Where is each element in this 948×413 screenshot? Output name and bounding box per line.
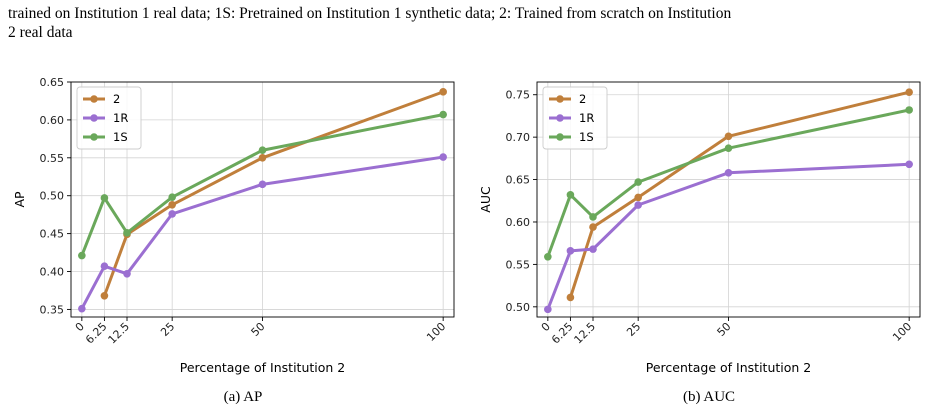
- ap-chart-caption: (a) AP: [223, 389, 263, 405]
- y-tick-label: 0.75: [506, 89, 531, 102]
- x-axis-label: Percentage of Institution 2: [180, 360, 346, 375]
- data-point-2: [589, 223, 597, 231]
- y-axis-label: AP: [12, 191, 27, 208]
- data-point-2: [100, 291, 109, 300]
- data-point-1R: [544, 305, 552, 314]
- x-tick-label: 12.5: [106, 320, 133, 347]
- data-point-2: [566, 293, 575, 302]
- series-line-2: [103, 90, 444, 297]
- series-line-1S: [546, 108, 910, 258]
- data-point-2: [724, 132, 733, 141]
- y-tick-label: 0.65: [40, 76, 65, 89]
- data-point-1R: [905, 160, 913, 169]
- x-tick-label: 100: [890, 320, 914, 344]
- legend-label-1S: 1S: [113, 130, 128, 144]
- data-point-1R: [258, 180, 267, 189]
- legend-marker-1R: [90, 114, 98, 122]
- y-tick-label: 0.60: [40, 114, 65, 127]
- auc-chart-caption: (b) AUC: [682, 389, 736, 405]
- ap-chart: 0.35 0.40 0.45 0.50 0.55 0.60 0.65 0 6.25 12.5 25 5…: [8, 68, 478, 388]
- data-point-1S: [905, 106, 913, 114]
- y-tick-label: 0.50: [40, 190, 65, 203]
- data-point-1R: [566, 247, 575, 255]
- legend-marker-1S: [556, 133, 564, 141]
- data-point-1S: [78, 251, 86, 260]
- x-tick-label: 100: [424, 320, 448, 344]
- data-point-1S: [544, 252, 552, 261]
- x-tick-label: 6.25: [549, 320, 576, 347]
- data-point-1S: [168, 193, 176, 202]
- series-line-1R: [546, 162, 910, 310]
- data-point-2: [168, 201, 176, 209]
- legend-label-1R: 1R: [579, 111, 594, 125]
- data-point-2: [634, 193, 642, 202]
- data-point-1R: [589, 245, 597, 253]
- data-point-1S: [123, 229, 131, 237]
- data-point-1S: [724, 144, 733, 152]
- series-line-1S: [80, 113, 444, 257]
- x-axis-label: Percentage of Institution 2: [646, 360, 812, 375]
- data-point-2: [439, 88, 447, 96]
- x-tick-label: 6.25: [83, 320, 110, 347]
- legend-label-2: 2: [113, 92, 120, 106]
- data-point-1R: [634, 201, 642, 209]
- legend-label-1S: 1S: [579, 130, 594, 144]
- y-tick-label: 0.55: [506, 258, 531, 271]
- data-point-1R: [168, 210, 176, 218]
- y-tick-label: 0.60: [506, 216, 531, 229]
- data-point-1S: [634, 178, 642, 186]
- x-tick-label: 12.5: [572, 320, 599, 347]
- x-tick-label: 25: [158, 320, 177, 339]
- legend-marker-1S: [90, 133, 98, 141]
- legend-marker-2: [90, 95, 98, 103]
- data-point-1R: [78, 304, 86, 313]
- x-tick-label: 0: [73, 320, 87, 334]
- legend-marker-1R: [556, 114, 564, 122]
- y-tick-label: 0.40: [40, 266, 65, 279]
- y-tick-label: 0.45: [40, 228, 65, 241]
- data-point-1R: [100, 262, 109, 271]
- y-axis-label: AUC: [478, 186, 493, 213]
- data-point-2: [258, 154, 267, 162]
- y-tick-label: 0.55: [40, 152, 65, 165]
- data-point-1S: [439, 110, 447, 119]
- figure-caption: trained on Institution 1 real data; 1S: …: [8, 4, 938, 42]
- auc-chart: 0.50 0.55 0.60 0.65 0.70 0.75 0 6.25 12.5 25 50 100…: [474, 68, 944, 388]
- data-point-1R: [123, 269, 131, 278]
- x-tick-label: 25: [624, 320, 643, 339]
- data-point-1R: [439, 153, 447, 161]
- data-point-1S: [566, 191, 575, 199]
- figure-caption-line-1: trained on Institution 1 real data; 1S: …: [8, 5, 732, 22]
- data-point-1S: [258, 146, 267, 155]
- data-point-1S: [100, 194, 109, 202]
- y-tick-label: 0.35: [40, 303, 65, 316]
- legend-marker-2: [556, 95, 564, 103]
- y-tick-label: 0.50: [506, 301, 531, 314]
- x-tick-label: 50: [249, 320, 268, 339]
- y-tick-label: 0.70: [506, 131, 531, 144]
- data-point-1S: [589, 213, 597, 221]
- series-line-1R: [80, 155, 444, 310]
- y-tick-label: 0.65: [506, 174, 531, 187]
- data-point-1R: [724, 168, 733, 177]
- x-tick-label: 0: [539, 320, 553, 334]
- legend-label-2: 2: [579, 92, 586, 106]
- data-point-2: [905, 88, 913, 96]
- figure-caption-line-2: 2 real data: [8, 24, 73, 41]
- legend-label-1R: 1R: [113, 111, 128, 125]
- x-tick-label: 50: [715, 320, 734, 339]
